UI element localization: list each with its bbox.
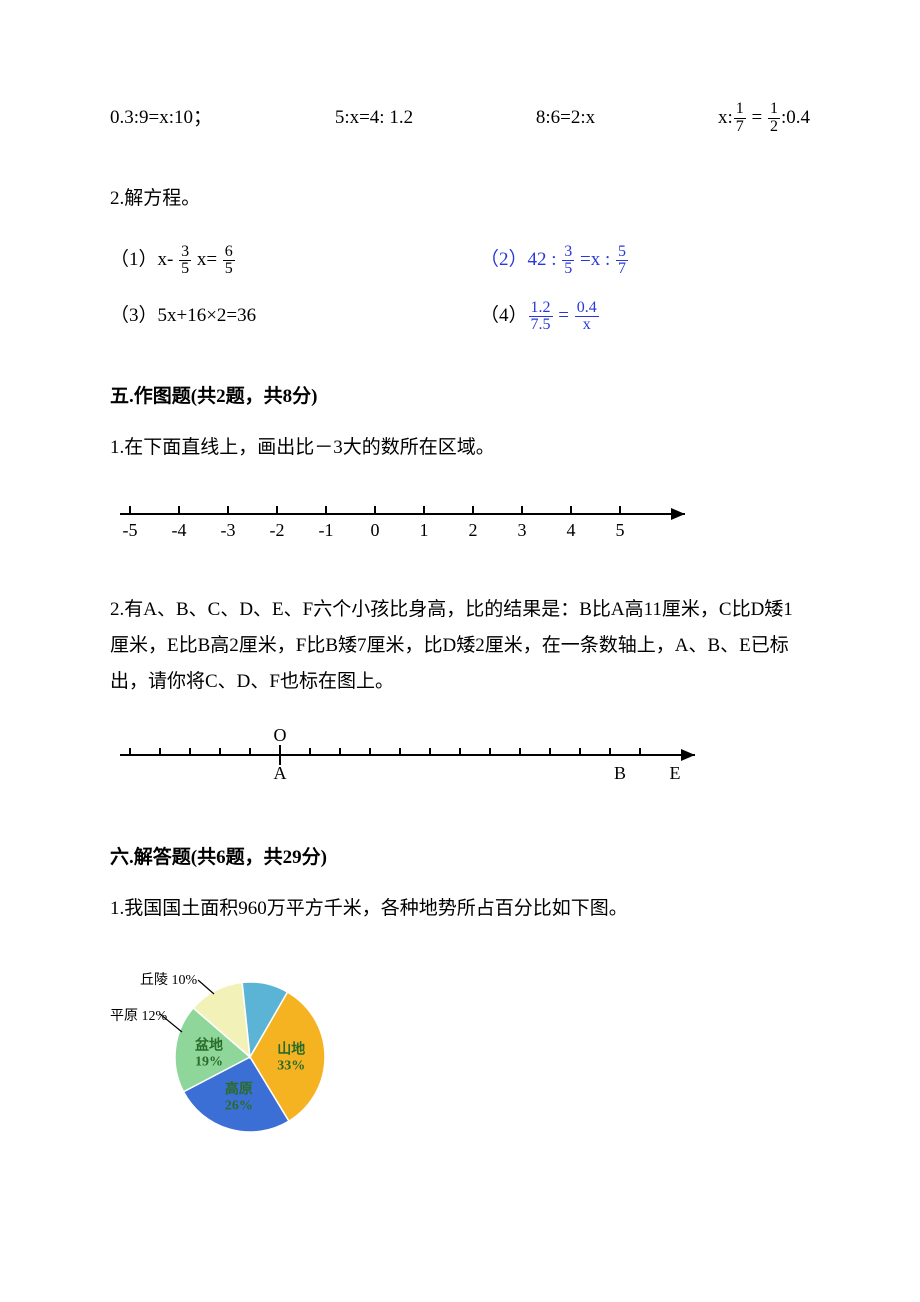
svg-text:-3: -3 (221, 520, 236, 540)
q2-label: 2.解方程。 (110, 181, 810, 217)
svg-text:-5: -5 (123, 520, 138, 540)
svg-text:平原 12%: 平原 12% (110, 1009, 167, 1024)
svg-text:4: 4 (567, 520, 576, 540)
s4-prefix: （4） (480, 305, 528, 326)
sub-eq-3: （3）5x+16×2=36 (110, 298, 440, 334)
svg-text:-1: -1 (319, 520, 334, 540)
eq4-prefix: x: (718, 107, 733, 128)
pie-chart-wrap: 山地33% 高原26% 盆地19% 平原 12% 丘陵 10% (110, 952, 810, 1162)
eq4-f1-n: 1 (734, 101, 746, 119)
svg-text:A: A (274, 763, 287, 783)
eq-3: 8:6=2:x (536, 100, 595, 136)
svg-text:山地: 山地 (277, 1041, 305, 1058)
s2-f2-d: 7 (616, 261, 628, 278)
numberline-2: OA B E (110, 725, 710, 795)
svg-text:5: 5 (616, 520, 625, 540)
svg-text:O: O (274, 725, 287, 745)
sub-equations: （1）x- 35 x= 65 （2）42 : 35 =x : 57 （3）5x+… (110, 242, 810, 334)
sub-eq-1: （1）x- 35 x= 65 (110, 242, 440, 278)
s4-f2-d: x (575, 317, 599, 334)
s1-mid: x= (192, 249, 222, 270)
s2-f1-d: 5 (562, 261, 574, 278)
svg-text:0: 0 (371, 520, 380, 540)
eq4-suffix: :0.4 (781, 107, 810, 128)
sec5-q2: 2.有A、B、C、D、E、F六个小孩比身高，比的结果是：B比A高11厘米，C比D… (110, 592, 810, 700)
svg-text:3: 3 (518, 520, 527, 540)
svg-text:盆地: 盆地 (194, 1036, 223, 1053)
eq4-mid: = (747, 107, 767, 128)
s2-f1-n: 3 (562, 244, 574, 262)
eq-4: x:17 = 12:0.4 (718, 100, 810, 136)
eq4-f2-d: 2 (768, 119, 780, 136)
numberline-1-wrap: -5 -4 -3 -2 -1 0 1 2 3 4 5 (110, 492, 810, 547)
s2-prefix: （2）42 : (480, 249, 561, 270)
sec6-q1: 1.我国国土面积960万平方千米，各种地势所占百分比如下图。 (110, 891, 810, 927)
s4-f1-d: 7.5 (529, 317, 553, 334)
section6-title: 六.解答题(共6题，共29分) (110, 840, 810, 876)
eq4-f2-n: 1 (768, 101, 780, 119)
s4-f2-n: 0.4 (575, 300, 599, 318)
s2-mid: =x : (575, 249, 615, 270)
svg-text:33%: 33% (277, 1059, 305, 1074)
s1-f2-n: 6 (223, 244, 235, 262)
s1-f2-d: 5 (223, 261, 235, 278)
svg-text:-2: -2 (270, 520, 285, 540)
svg-text:B: B (614, 763, 626, 783)
eq-1: 0.3:9=x:10； (110, 100, 212, 136)
pie-chart: 山地33% 高原26% 盆地19% 平原 12% 丘陵 10% (110, 952, 410, 1162)
svg-text:19%: 19% (195, 1054, 223, 1069)
s4-f1-n: 1.2 (529, 300, 553, 318)
svg-text:高原: 高原 (225, 1081, 253, 1098)
sub-eq-4: （4）1.27.5 = 0.4x (480, 298, 810, 334)
s1-prefix: （1）x- (110, 249, 178, 270)
numberline-1: -5 -4 -3 -2 -1 0 1 2 3 4 5 (110, 492, 710, 547)
svg-text:26%: 26% (225, 1099, 253, 1114)
eq-2: 5:x=4: 1.2 (335, 100, 413, 136)
s1-f1-n: 3 (179, 244, 191, 262)
s2-f2-n: 5 (616, 244, 628, 262)
sub-eq-2: （2）42 : 35 =x : 57 (480, 242, 810, 278)
s4-mid: = (554, 305, 574, 326)
numberline-2-wrap: OA B E (110, 725, 810, 795)
svg-text:2: 2 (469, 520, 478, 540)
s1-f1-d: 5 (179, 261, 191, 278)
equations-row: 0.3:9=x:10； 5:x=4: 1.2 8:6=2:x x:17 = 12… (110, 100, 810, 136)
section5-title: 五.作图题(共2题，共8分) (110, 379, 810, 415)
svg-text:丘陵 10%: 丘陵 10% (140, 972, 197, 988)
sec5-q1: 1.在下面直线上，画出比－3大的数所在区域。 (110, 430, 810, 466)
eq4-f1-d: 7 (734, 119, 746, 136)
svg-text:1: 1 (420, 520, 429, 540)
svg-text:E: E (670, 763, 681, 783)
svg-text:-4: -4 (172, 520, 187, 540)
